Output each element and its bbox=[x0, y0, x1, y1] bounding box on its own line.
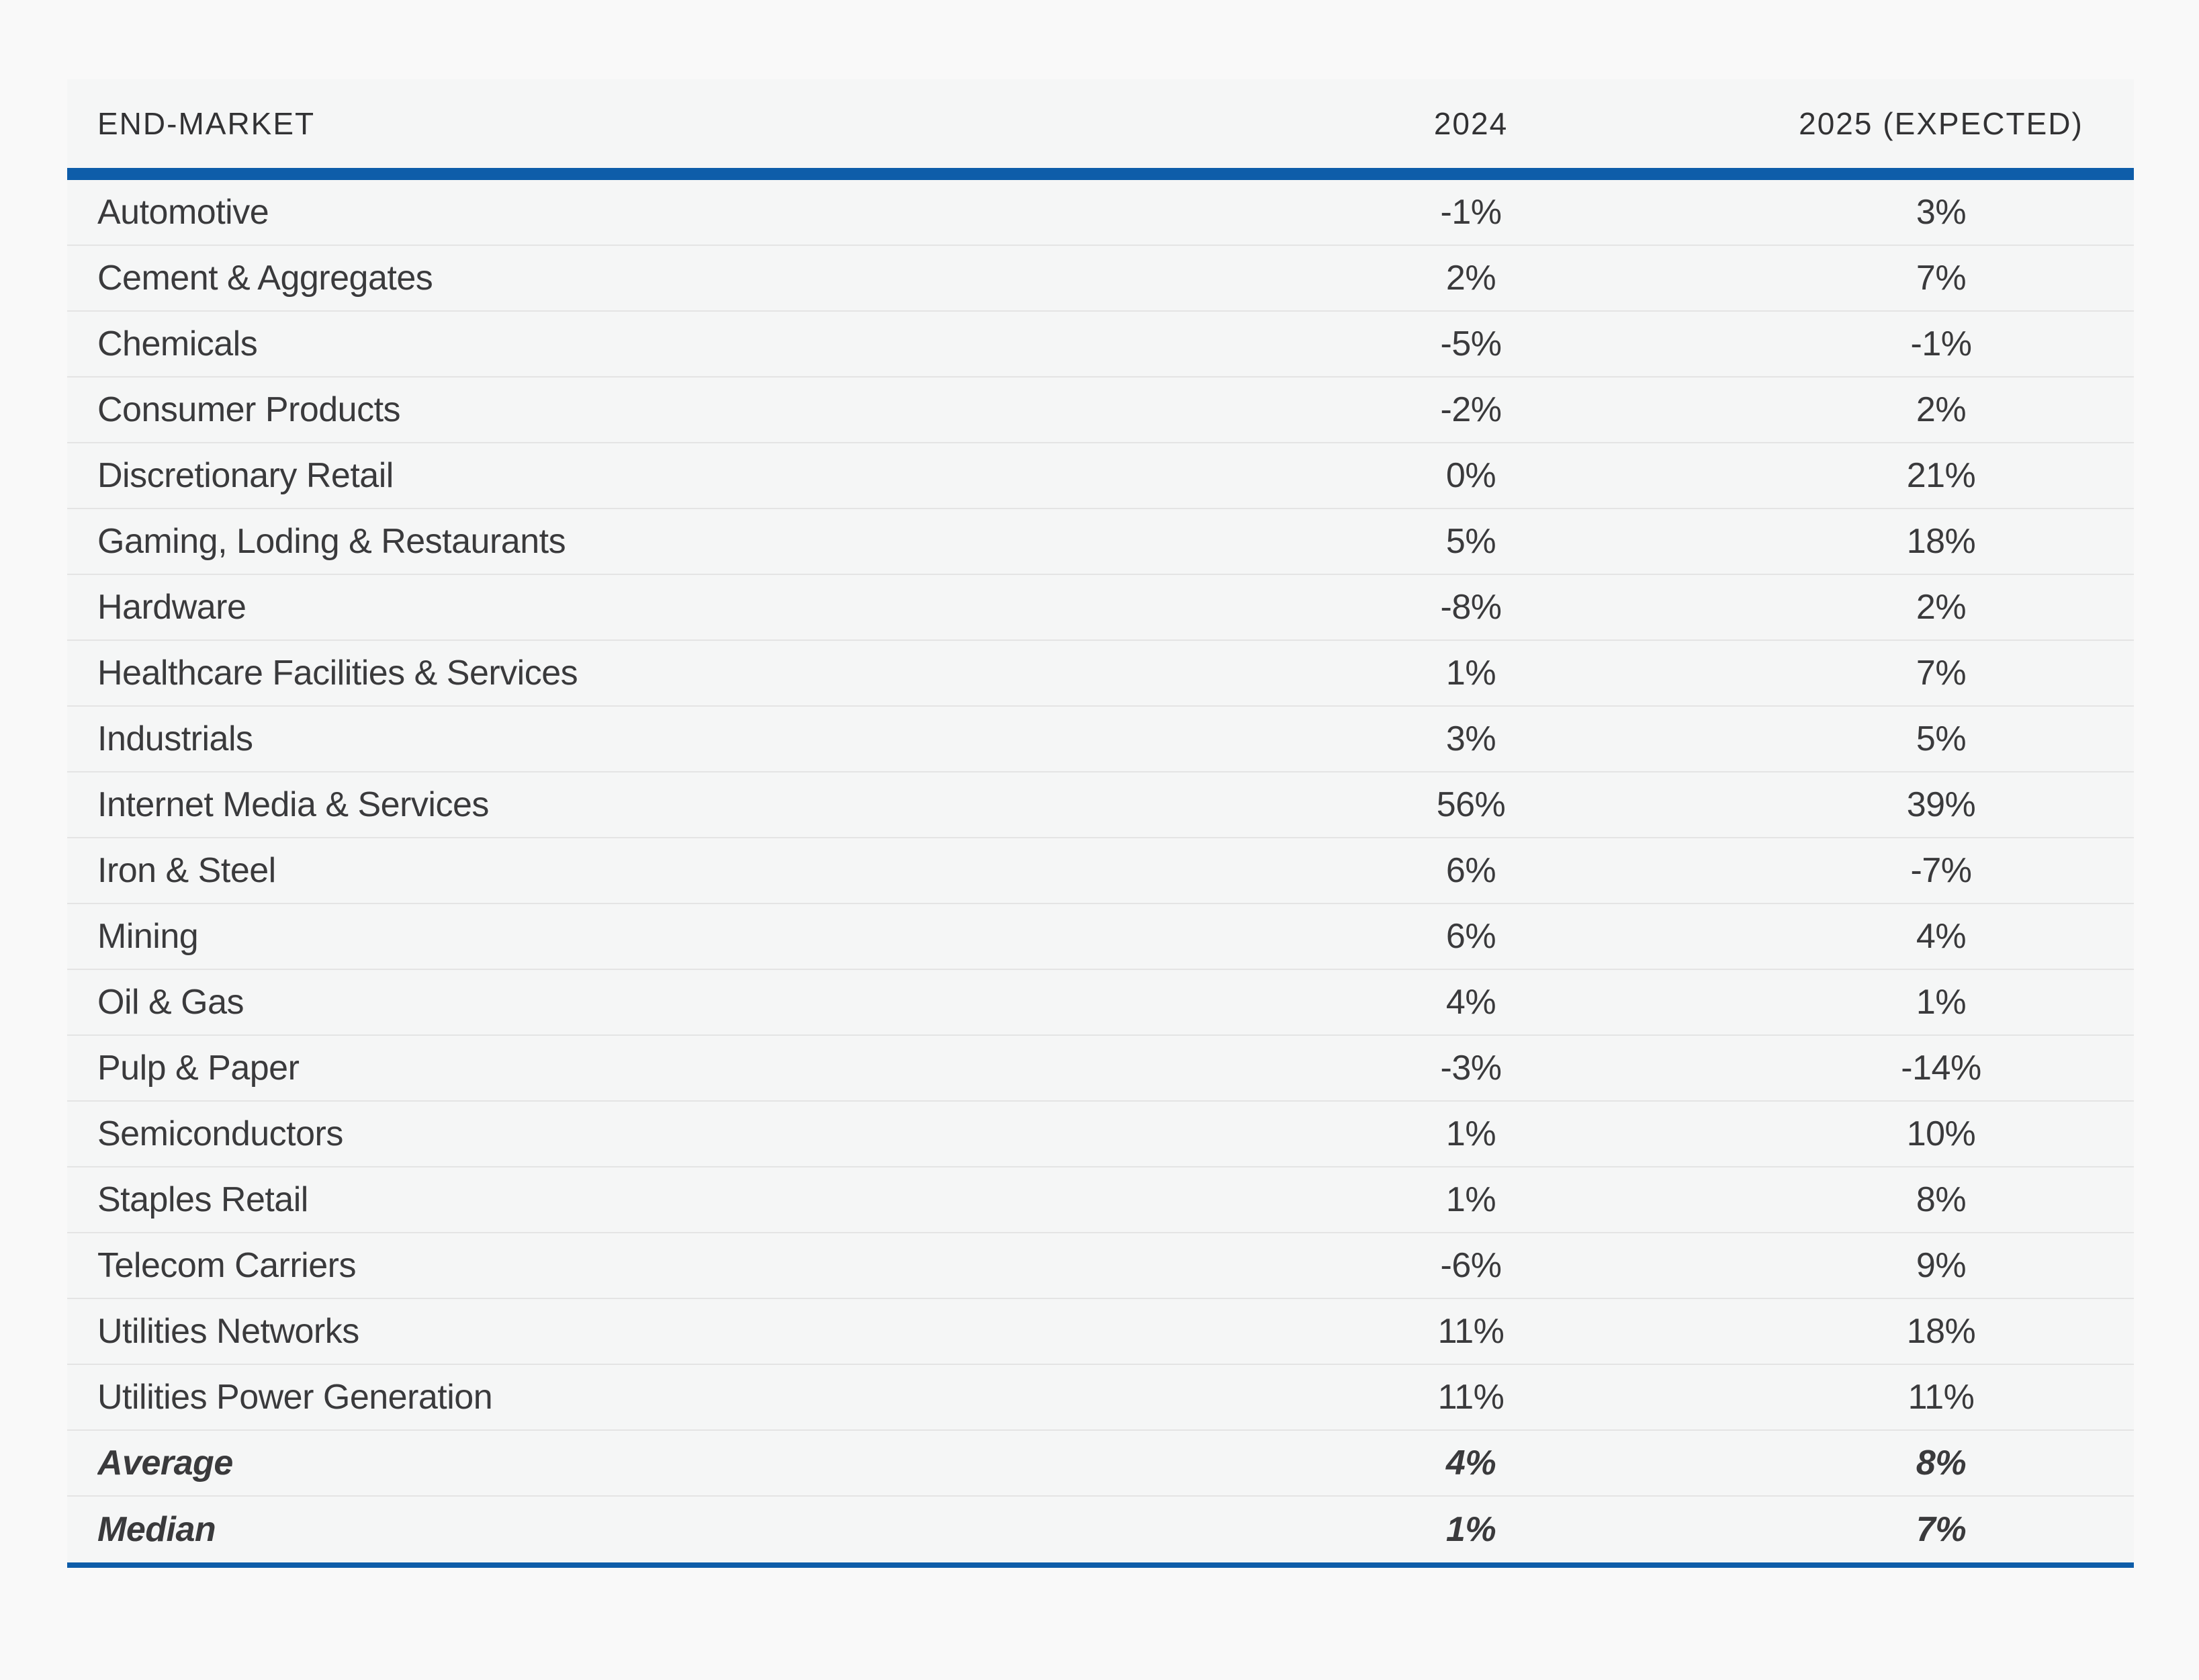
row-value-2024: 4% bbox=[1445, 983, 1496, 1022]
row-value-2024: 1% bbox=[1445, 1114, 1496, 1153]
table-row: Staples Retail 1% 8% bbox=[67, 1167, 2134, 1233]
row-value-2025: 2% bbox=[1916, 390, 1967, 429]
row-value-2025: 39% bbox=[1906, 785, 1976, 824]
row-label: Mining bbox=[97, 917, 199, 956]
row-value-2025: 7% bbox=[1916, 1510, 1967, 1549]
row-value-2024: 6% bbox=[1445, 851, 1496, 890]
table-header-row: END-MARKET 2024 2025 (EXPECTED) bbox=[67, 79, 2134, 180]
table-row: Utilities Power Generation 11% 11% bbox=[67, 1365, 2134, 1431]
row-value-2024: -6% bbox=[1440, 1246, 1502, 1285]
table-row: Utilities Networks 11% 18% bbox=[67, 1299, 2134, 1365]
end-market-table: END-MARKET 2024 2025 (EXPECTED) Automoti… bbox=[67, 79, 2134, 1568]
row-value-2024: -2% bbox=[1440, 390, 1502, 429]
table-row: Internet Media & Services 56% 39% bbox=[67, 772, 2134, 838]
row-value-2025: 8% bbox=[1916, 1180, 1967, 1219]
row-label: Hardware bbox=[97, 588, 246, 627]
table-row: Chemicals -5% -1% bbox=[67, 312, 2134, 378]
row-value-2024: 1% bbox=[1445, 1180, 1496, 1219]
table-row: Pulp & Paper -3% -14% bbox=[67, 1036, 2134, 1102]
row-value-2024: 11% bbox=[1437, 1378, 1505, 1417]
table-row: Semiconductors 1% 10% bbox=[67, 1102, 2134, 1167]
row-value-2025: 1% bbox=[1916, 983, 1967, 1022]
row-label: Oil & Gas bbox=[97, 983, 244, 1022]
row-label: Average bbox=[97, 1444, 233, 1483]
row-value-2024: 11% bbox=[1437, 1312, 1505, 1351]
table-row: Automotive -1% 3% bbox=[67, 180, 2134, 246]
row-value-2024: -8% bbox=[1440, 588, 1502, 627]
table-row: Discretionary Retail 0% 21% bbox=[67, 443, 2134, 509]
row-value-2025: 10% bbox=[1906, 1114, 1976, 1153]
row-label: Healthcare Facilities & Services bbox=[97, 654, 578, 693]
row-value-2025: -1% bbox=[1910, 324, 1972, 363]
row-label: Chemicals bbox=[97, 324, 258, 363]
row-label: Iron & Steel bbox=[97, 851, 276, 890]
row-value-2024: 3% bbox=[1445, 719, 1496, 758]
table-row: Consumer Products -2% 2% bbox=[67, 378, 2134, 443]
column-header-end-market: END-MARKET bbox=[97, 106, 316, 141]
row-value-2024: -3% bbox=[1440, 1049, 1502, 1088]
table-row: Iron & Steel 6% -7% bbox=[67, 838, 2134, 904]
row-value-2024: 4% bbox=[1445, 1444, 1496, 1483]
table-row: Median 1% 7% bbox=[67, 1497, 2134, 1562]
table-body: Automotive -1% 3% Cement & Aggregates 2%… bbox=[67, 180, 2134, 1562]
row-label: Industrials bbox=[97, 719, 253, 758]
table-row: Mining 6% 4% bbox=[67, 904, 2134, 970]
row-value-2025: 5% bbox=[1916, 719, 1967, 758]
row-value-2025: -14% bbox=[1901, 1049, 1981, 1088]
row-value-2025: 21% bbox=[1906, 456, 1976, 495]
row-value-2024: 5% bbox=[1445, 522, 1496, 561]
row-label: Gaming, Loding & Restaurants bbox=[97, 522, 566, 561]
column-header-2024: 2024 bbox=[1433, 106, 1509, 141]
row-label: Semiconductors bbox=[97, 1114, 343, 1153]
row-value-2025: 9% bbox=[1916, 1246, 1967, 1285]
row-value-2025: 8% bbox=[1916, 1444, 1967, 1483]
row-value-2025: 7% bbox=[1916, 654, 1967, 693]
row-value-2025: 11% bbox=[1908, 1378, 1975, 1417]
row-value-2024: 0% bbox=[1445, 456, 1496, 495]
table-row: Telecom Carriers -6% 9% bbox=[67, 1233, 2134, 1299]
row-value-2024: 56% bbox=[1436, 785, 1506, 824]
row-label: Automotive bbox=[97, 193, 269, 232]
row-label: Telecom Carriers bbox=[97, 1246, 356, 1285]
row-value-2025: -7% bbox=[1910, 851, 1972, 890]
table-row: Average 4% 8% bbox=[67, 1431, 2134, 1497]
table-row: Gaming, Loding & Restaurants 5% 18% bbox=[67, 509, 2134, 575]
table-row: Healthcare Facilities & Services 1% 7% bbox=[67, 641, 2134, 707]
column-header-2025-expected: 2025 (EXPECTED) bbox=[1799, 106, 2083, 141]
table-row: Industrials 3% 5% bbox=[67, 707, 2134, 772]
row-label: Staples Retail bbox=[97, 1180, 308, 1219]
row-value-2025: 7% bbox=[1916, 259, 1967, 298]
table-row: Cement & Aggregates 2% 7% bbox=[67, 246, 2134, 312]
row-value-2024: -5% bbox=[1440, 324, 1502, 363]
row-value-2024: -1% bbox=[1440, 193, 1502, 232]
row-label: Consumer Products bbox=[97, 390, 401, 429]
row-value-2024: 1% bbox=[1445, 1510, 1496, 1549]
row-value-2025: 18% bbox=[1906, 1312, 1976, 1351]
row-label: Cement & Aggregates bbox=[97, 259, 433, 298]
row-label: Internet Media & Services bbox=[97, 785, 489, 824]
row-label: Discretionary Retail bbox=[97, 456, 394, 495]
row-label: Median bbox=[97, 1510, 216, 1549]
row-value-2025: 4% bbox=[1916, 917, 1967, 956]
table-row: Oil & Gas 4% 1% bbox=[67, 970, 2134, 1036]
row-label: Utilities Networks bbox=[97, 1312, 359, 1351]
row-label: Pulp & Paper bbox=[97, 1049, 300, 1088]
row-value-2025: 3% bbox=[1916, 193, 1967, 232]
row-value-2025: 2% bbox=[1916, 588, 1967, 627]
row-value-2025: 18% bbox=[1906, 522, 1976, 561]
row-value-2024: 6% bbox=[1445, 917, 1496, 956]
table-row: Hardware -8% 2% bbox=[67, 575, 2134, 641]
row-label: Utilities Power Generation bbox=[97, 1378, 493, 1417]
row-value-2024: 2% bbox=[1445, 259, 1496, 298]
row-value-2024: 1% bbox=[1445, 654, 1496, 693]
